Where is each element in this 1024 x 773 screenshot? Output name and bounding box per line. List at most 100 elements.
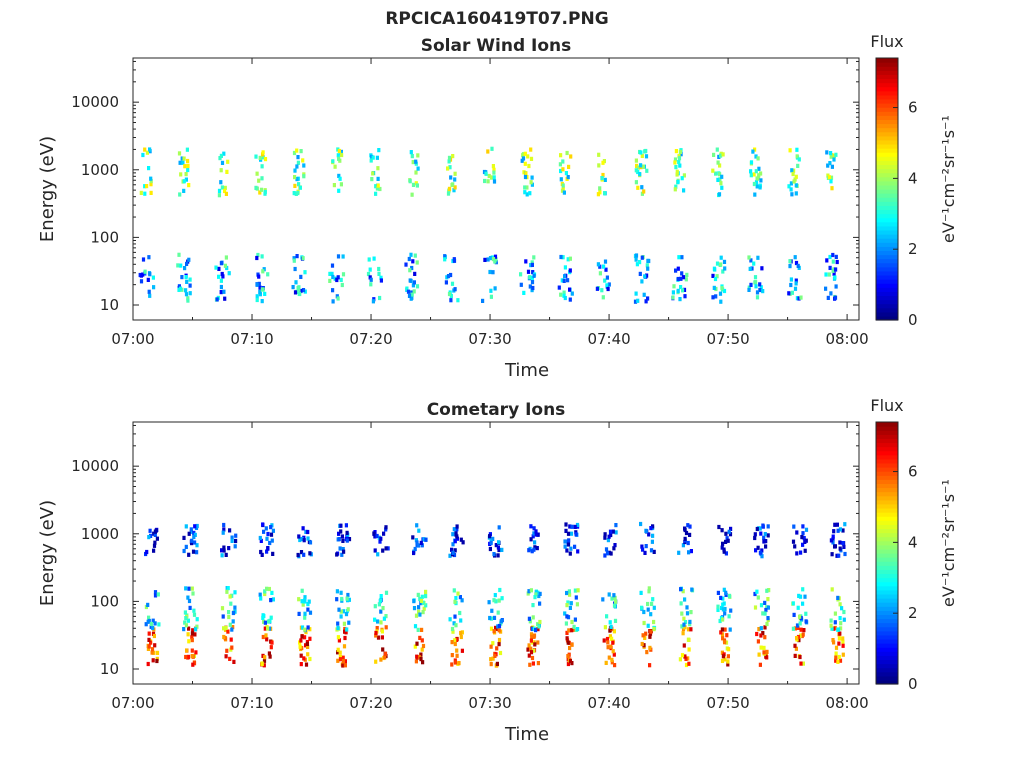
flux-cell [381,548,385,553]
colorbar-step [876,638,898,644]
flux-cell [648,645,652,650]
flux-cell [842,617,846,622]
flux-cell [603,535,607,540]
flux-cell [719,630,723,635]
flux-cell [840,606,844,611]
flux-cell [382,531,386,536]
flux-cell [304,643,308,648]
flux-cell [147,631,151,636]
flux-cell [296,155,300,160]
y-axis-label: Energy (eV) [37,500,58,606]
colorbar-step [876,143,898,149]
flux-cell [261,634,265,640]
flux-cell [184,275,188,280]
flux-cell [752,172,756,177]
flux-cell [406,289,411,294]
flux-cell [832,626,836,631]
flux-cell [185,147,189,152]
flux-cell [570,642,574,647]
flux-cell [566,278,570,283]
flux-cell [676,288,680,293]
flux-cell [568,658,572,664]
flux-cell [603,625,607,630]
flux-cell [635,163,639,168]
flux-cell [755,290,760,295]
flux-cell [568,268,572,273]
flux-cell [266,619,271,624]
flux-cell [145,184,149,189]
flux-cell [195,543,199,548]
flux-cell [828,265,832,270]
flux-cell [412,280,416,285]
flux-cell [762,539,766,544]
flux-cell [648,663,652,668]
flux-cell [520,158,524,163]
flux-cell [486,257,490,262]
colorbar-step [876,176,898,182]
flux-cell [339,529,343,534]
flux-cell [148,147,152,152]
flux-cell [224,191,228,196]
flux-cell [367,257,371,262]
flux-cell [266,272,270,277]
colorbar-step [876,90,898,96]
flux-cell [292,191,296,196]
flux-cell [607,282,611,287]
flux-cell [612,603,617,608]
flux-cell [713,267,717,272]
flux-cell [523,190,527,195]
plot-area [133,422,859,684]
flux-cell [758,282,762,287]
flux-cell [343,663,347,668]
colorbar-step [876,201,898,206]
flux-cell [217,188,222,193]
flux-cell [682,643,686,648]
flux-cell [450,626,455,632]
flux-cell [491,257,496,262]
flux-cell [147,644,151,649]
flux-cell [492,167,496,172]
flux-cell [789,282,793,288]
flux-cell [270,590,274,595]
plot-frame [132,421,860,685]
colorbar-step [876,663,898,669]
flux-cell [233,590,237,595]
colorbar-step [876,299,898,305]
colorbar-step [876,254,898,260]
flux-cell [497,637,502,643]
flux-cell [563,611,567,616]
flux-cell [263,189,267,195]
flux-cell [261,155,265,160]
colorbar-step [876,532,898,538]
flux-cell [558,162,562,167]
colorbar-step [876,422,898,427]
flux-cell [529,537,533,542]
flux-cell [376,619,380,624]
colorbar-step [876,172,898,178]
flux-cell [452,588,456,593]
flux-cell [530,626,535,632]
flux-cell [343,626,347,632]
flux-cell [453,177,457,182]
flux-cell [292,258,296,263]
flux-cell [187,639,191,644]
colorbar-tick-label: 6 [908,463,918,481]
flux-cell [601,295,605,300]
flux-cell [753,532,757,537]
flux-cell [716,590,720,595]
flux-cell [833,620,837,625]
flux-cell [791,601,795,606]
flux-cell [419,652,423,657]
flux-cell [794,174,798,179]
flux-cell [215,297,219,302]
flux-cell [724,531,728,536]
flux-cell [725,536,729,541]
flux-cell [187,626,191,631]
flux-cell [375,626,379,631]
flux-cell [304,662,309,667]
flux-cell [269,645,273,650]
flux-cell [308,610,313,615]
flux-cell [675,172,679,177]
flux-cell [230,645,234,650]
flux-cell [760,548,764,553]
